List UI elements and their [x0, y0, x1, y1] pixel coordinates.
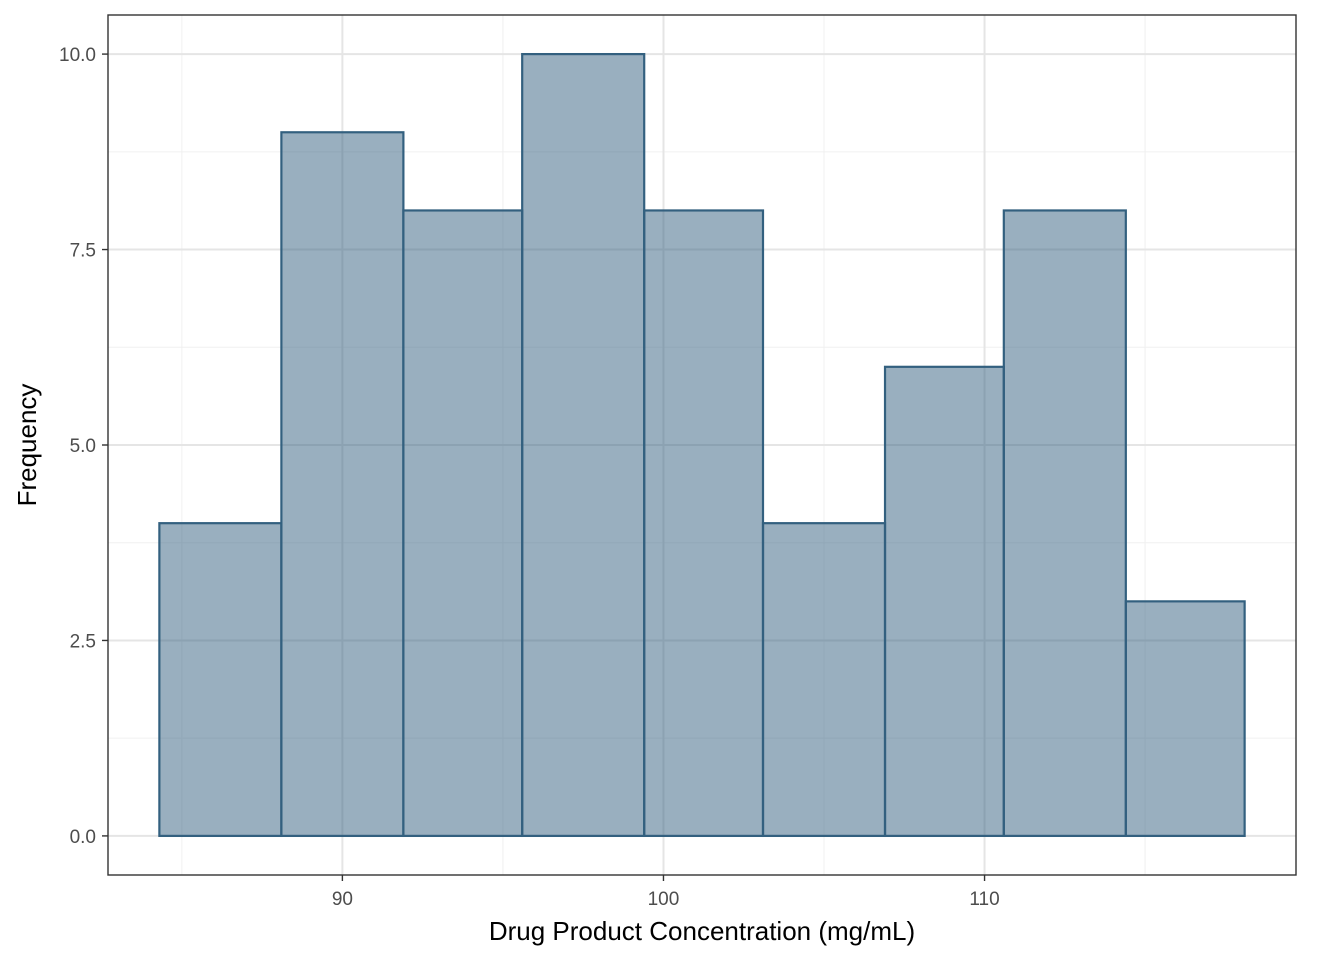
x-tick-label-1: 100 [648, 889, 680, 910]
histogram-bar-7 [1002, 209, 1127, 838]
histogram-bar-2 [402, 209, 524, 838]
histogram-bar-1 [280, 131, 405, 838]
histogram-bars [158, 52, 1246, 838]
y-tick-label-2: 5.0 [70, 436, 96, 457]
x-axis-title: Drug Product Concentration (mg/mL) [489, 916, 915, 946]
y-tick-label-0: 0.0 [70, 827, 96, 848]
histogram-bar-4 [643, 209, 765, 838]
y-axis-title: Frequency [12, 384, 42, 507]
y-tick-label-4: 10.0 [59, 45, 96, 66]
y-tick-label-1: 2.5 [70, 631, 96, 652]
x-axis-ticks: 90 100 110 [332, 875, 1000, 910]
histogram-bar-3 [521, 52, 646, 838]
x-tick-label-0: 90 [332, 889, 353, 910]
y-tick-label-3: 7.5 [70, 241, 96, 262]
x-tick-label-2: 110 [969, 889, 999, 910]
y-axis-ticks: 0.0 2.5 5.0 7.5 10.0 [59, 45, 108, 848]
histogram-bar-6 [883, 365, 1005, 838]
histogram-bar-5 [761, 522, 887, 838]
histogram-bar-0 [158, 522, 283, 838]
histogram-bar-8 [1124, 600, 1246, 838]
